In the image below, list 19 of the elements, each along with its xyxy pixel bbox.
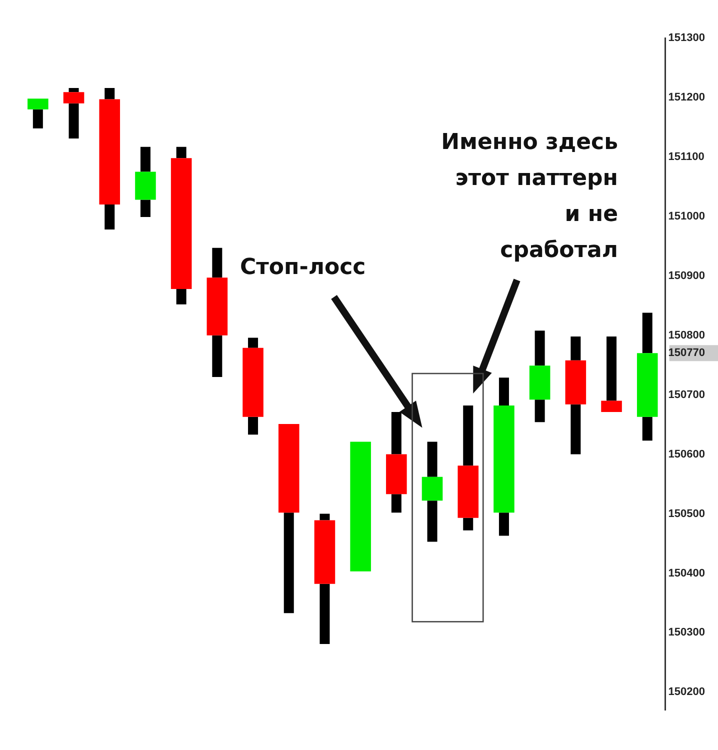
- y-tick-label: 150200: [668, 686, 706, 698]
- y-tick-label: 150900: [668, 270, 706, 282]
- y-tick-label: 150400: [668, 567, 706, 580]
- candlestick: [278, 424, 300, 614]
- y-tick-label: 151200: [668, 92, 706, 104]
- candlestick: [350, 442, 371, 572]
- y-tick-label: 150700: [668, 388, 706, 401]
- annotation: Стоп-лосс: [240, 254, 366, 282]
- y-tick-label: 150770: [668, 347, 706, 360]
- y-tick-label: 150500: [668, 508, 706, 520]
- candlestick: [601, 336, 622, 412]
- annotation: Именно здесь этот паттерн и не сработал: [441, 129, 618, 265]
- y-tick-label: 150600: [668, 448, 706, 460]
- y-tick-label: 151000: [668, 210, 706, 222]
- y-tick-label: 150300: [668, 626, 706, 639]
- candlestick: [28, 98, 48, 128]
- y-tick-label: 150800: [668, 329, 706, 342]
- y-tick-label: 151100: [668, 150, 704, 163]
- y-tick-label: 151300: [668, 32, 706, 44]
